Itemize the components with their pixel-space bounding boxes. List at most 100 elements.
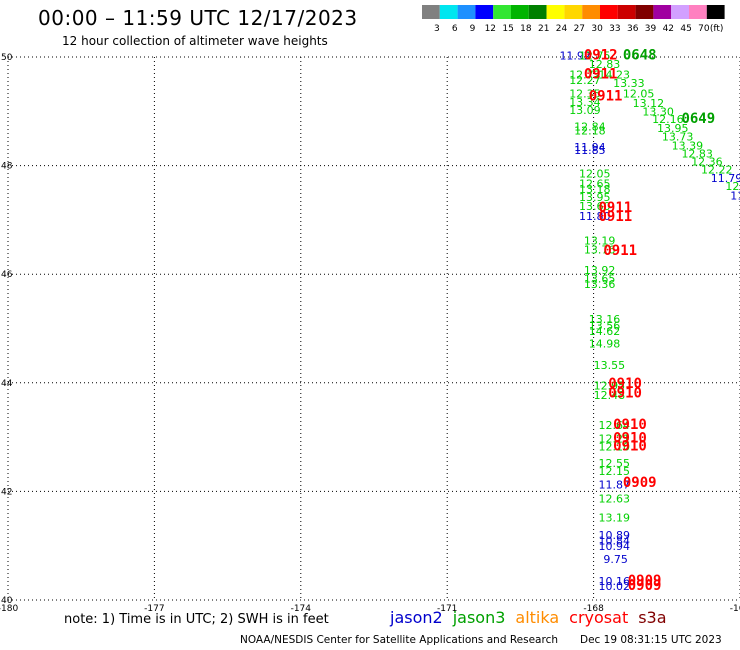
wave-height-value: 12.35 (569, 88, 601, 101)
longitude-tick-label: -177 (144, 604, 164, 614)
wave-height-value: 13.60 (579, 200, 611, 213)
generation-timestamp: Dec 19 08:31:15 UTC 2023 (580, 634, 722, 646)
legend-label: 24 (556, 24, 568, 34)
wave-height-value: 13.55 (594, 359, 626, 372)
pass-time-label: 0909 (623, 475, 657, 491)
legend-swatch (528, 5, 547, 19)
pass-time-label: 0910 (613, 439, 647, 455)
legend-swatch (706, 5, 725, 19)
footer-note: note: 1) Time is in UTC; 2) SWH is in fe… (64, 612, 329, 627)
pass-time-label: 0910 (608, 376, 642, 392)
wave-height-value: 13.39 (672, 139, 704, 152)
satellite-name-jason2: jason2 (390, 608, 443, 627)
credit-text: NOAA/NESDIS Center for Satellite Applica… (240, 634, 558, 646)
pass-time-label: 0910 (613, 431, 647, 447)
satellite-legend: jason2 jason3 altika cryosat s3a (390, 608, 677, 627)
wave-height-value: 12.64 (598, 419, 630, 432)
color-legend: 3 6 9 12 15 18 21 24 27 30 33 36 39 42 45 70 (ft) (422, 5, 725, 34)
wave-height-value: 13.76 (584, 244, 616, 257)
wave-height-value: 14.62 (589, 325, 621, 338)
legend-label: 30 (591, 24, 603, 34)
wave-height-value: 11.85 (574, 144, 606, 157)
legend-label: 18 (520, 24, 532, 34)
legend-label: 70 (698, 24, 710, 34)
wave-height-value: 14.23 (598, 69, 630, 82)
longitude-tick-label: -165 (730, 604, 740, 614)
latitude-tick-label: 40 (1, 596, 13, 606)
pass-time-label: 0911 (598, 209, 632, 225)
wave-height-value: 12.75 (579, 50, 611, 63)
longitude-tick-label: -174 (291, 604, 312, 614)
page-subtitle: 12 hour collection of altimeter wave hei… (62, 34, 328, 48)
wave-height-value: 12.72 (569, 69, 601, 82)
legend-swatch (689, 5, 707, 19)
legend-swatch (582, 5, 600, 19)
wave-height-value: 12.16 (652, 113, 684, 126)
longitude-tick-label: -168 (583, 604, 604, 614)
wave-height-value: 12.22 (701, 164, 733, 177)
wave-height-value: 12.83 (681, 147, 713, 160)
latitude-tick-label: 48 (1, 162, 13, 172)
wave-height-value: 12.36 (691, 156, 723, 169)
latitude-tick-label: 42 (1, 487, 12, 497)
wave-height-value: 13.92 (584, 264, 616, 277)
wave-height-value: 12.63 (598, 492, 630, 505)
legend-swatch (653, 5, 672, 19)
pass-time-label: 0911 (589, 88, 623, 104)
wave-height-value: 10.16 (598, 575, 630, 588)
wave-height-value: 12.65 (579, 177, 611, 190)
pass-time-label: 0911 (584, 67, 618, 83)
pass-time-label: 0911 (598, 200, 632, 216)
legend-swatch (617, 5, 636, 19)
map-grid (7, 56, 740, 601)
satellite-name-jason3: jason3 (452, 608, 506, 627)
wave-height-value: 11.92 (559, 50, 591, 63)
legend-swatch (600, 5, 618, 19)
time-labels-layer: 0912 064809110911064909110911091109100910… (584, 48, 715, 595)
wave-height-value: 10.94 (598, 540, 630, 553)
pass-time-label: 0911 (603, 243, 637, 259)
legend-unit: (ft) (710, 24, 724, 34)
wave-height-value: 10.84 (598, 535, 630, 548)
legend-swatch (511, 5, 529, 19)
legend-label: 36 (627, 24, 639, 34)
legend-swatch (439, 5, 458, 19)
longitude-tick-label: -171 (437, 604, 457, 614)
wave-height-value: 12.10 (598, 441, 630, 454)
pass-time-label: 0910 (613, 417, 647, 433)
legend-label: 45 (680, 24, 691, 34)
wave-height-value: 13.19 (584, 234, 616, 247)
legend-label: 42 (663, 24, 674, 34)
wave-height-value: 9.75 (603, 553, 628, 566)
legend-label: 3 (434, 24, 440, 34)
longitude-tick-label: -180 (0, 604, 18, 614)
wave-height-value: 10.02 (598, 580, 630, 593)
legend-swatch (564, 5, 583, 19)
wave-height-value: 13.36 (584, 278, 616, 291)
wave-height-value: 12.18 (574, 125, 606, 138)
satellite-name-cryosat: cryosat (569, 608, 629, 627)
wave-height-value: 12.08 (725, 180, 740, 193)
legend-swatch (635, 5, 654, 19)
legend-label: 27 (574, 24, 585, 34)
wave-height-value: 12.05 (623, 88, 655, 101)
axis-ticks: -180 -177 -174 -171 -168 -165 50 48 46 44 42 40 (0, 53, 740, 614)
legend-label: 9 (470, 24, 476, 34)
wave-height-value: 12.27 (569, 74, 601, 87)
wave-height-value: 12.84 (574, 120, 606, 133)
wave-height-value: 12.05 (579, 168, 611, 181)
wave-height-value: 10.89 (598, 529, 630, 542)
wave-height-value: 13.34 (569, 96, 601, 109)
legend-swatch (457, 5, 476, 19)
legend-label: 6 (452, 24, 458, 34)
wave-height-value: 13.33 (613, 77, 645, 90)
pass-time-label: 0648 (623, 48, 657, 64)
wave-height-value: 13.18 (579, 183, 611, 196)
wave-height-value: 12.21 (598, 433, 630, 446)
wave-height-value: 14.98 (589, 338, 621, 351)
wave-height-value: 12.48 (594, 389, 626, 402)
wave-height-value: 13.95 (579, 191, 611, 204)
legend-swatch (493, 5, 511, 19)
pass-time-label: 0912 (584, 48, 618, 64)
